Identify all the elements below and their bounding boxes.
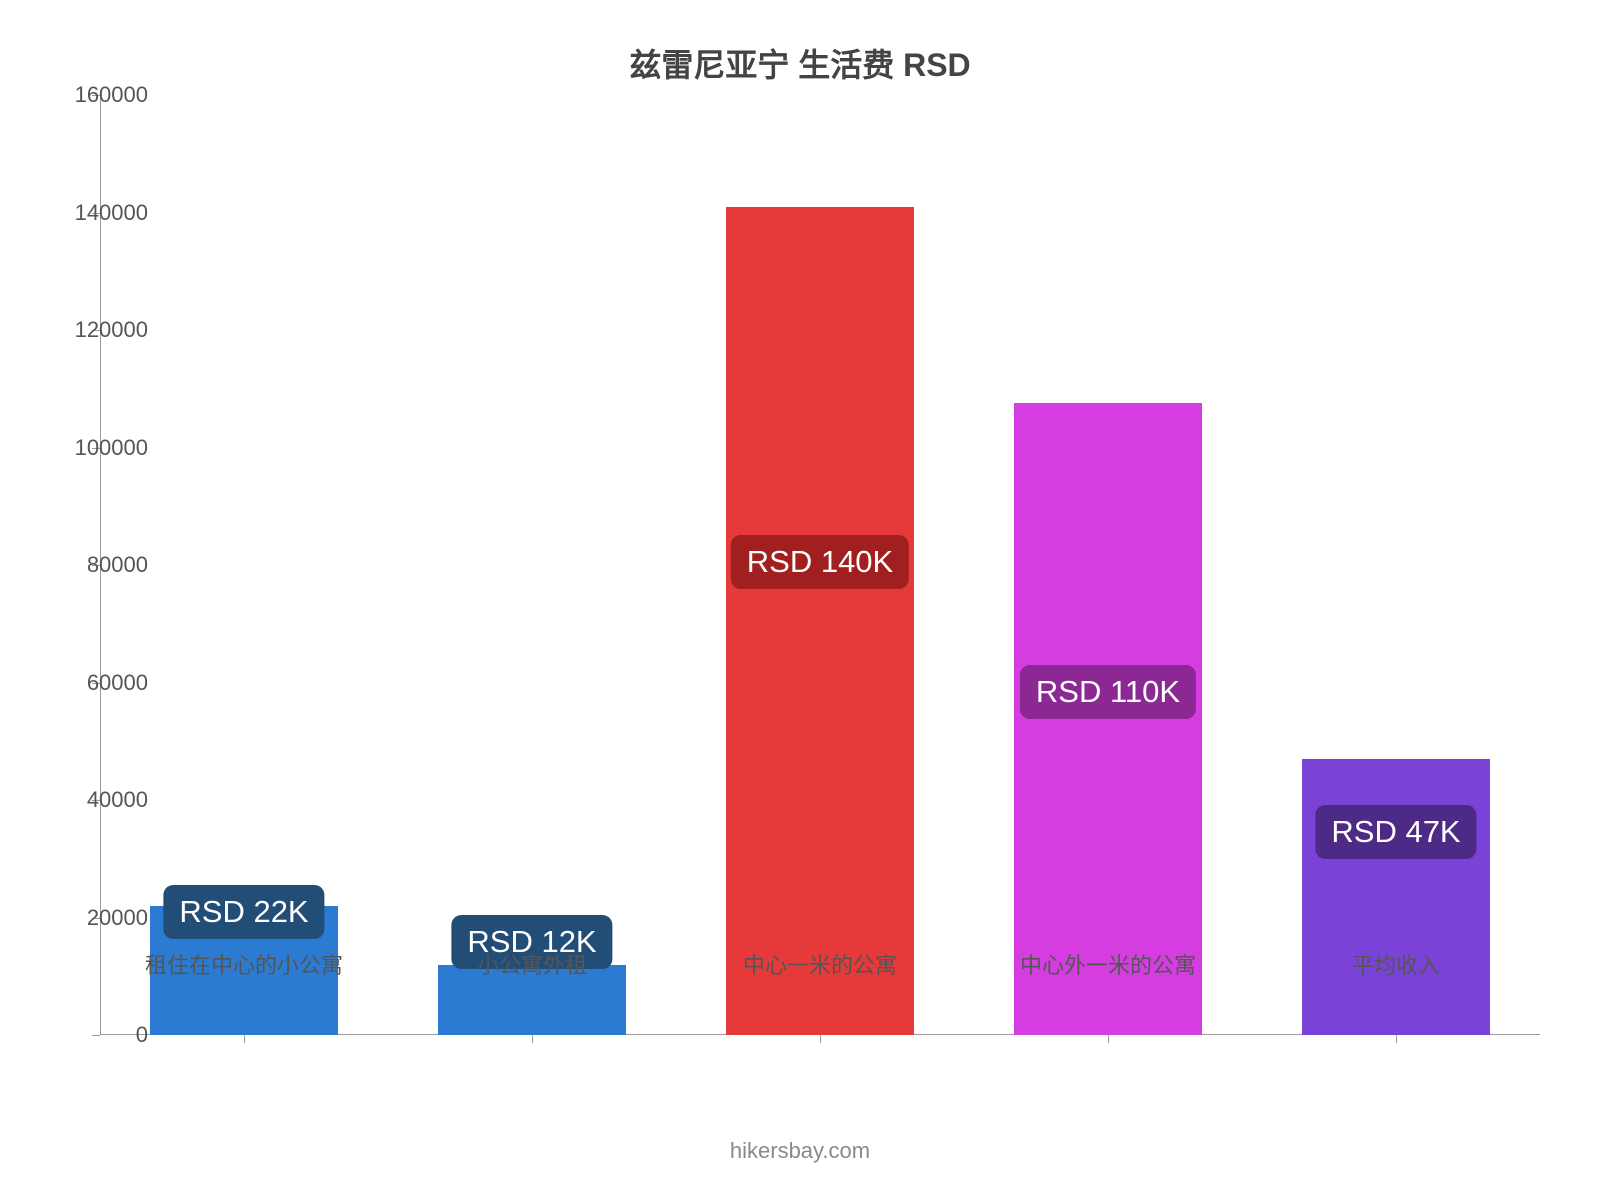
y-tick-label: 160000 bbox=[75, 82, 148, 108]
cost-of-living-chart: 兹雷尼亚宁 生活费 RSD RSD 22KRSD 12KRSD 140KRSD … bbox=[0, 0, 1600, 1200]
x-tick-label: 中心外一米的公寓 bbox=[1020, 948, 1196, 980]
x-tick-label: 平均收入 bbox=[1352, 948, 1440, 980]
x-tick bbox=[820, 1035, 821, 1043]
value-badge: RSD 140K bbox=[731, 535, 909, 589]
y-tick-label: 140000 bbox=[75, 200, 148, 226]
value-badge: RSD 22K bbox=[163, 885, 324, 939]
plot-area: RSD 22KRSD 12KRSD 140KRSD 110KRSD 47K bbox=[100, 95, 1540, 1035]
y-tick-label: 40000 bbox=[87, 787, 148, 813]
chart-title: 兹雷尼亚宁 生活费 RSD bbox=[0, 40, 1600, 86]
x-tick-label: 租住在中心的小公寓 bbox=[145, 948, 343, 980]
x-tick-label: 小公寓外租 bbox=[477, 948, 587, 980]
y-tick-label: 20000 bbox=[87, 905, 148, 931]
y-tick-label: 60000 bbox=[87, 670, 148, 696]
chart-footer: hikersbay.com bbox=[0, 1138, 1600, 1164]
y-tick-label: 80000 bbox=[87, 552, 148, 578]
bar bbox=[1014, 403, 1201, 1035]
x-tick bbox=[1108, 1035, 1109, 1043]
value-badge: RSD 110K bbox=[1020, 665, 1196, 719]
y-tick-label: 120000 bbox=[75, 317, 148, 343]
x-tick-label: 中心一米的公寓 bbox=[743, 948, 897, 980]
x-tick bbox=[244, 1035, 245, 1043]
x-tick bbox=[1396, 1035, 1397, 1043]
y-tick-label: 0 bbox=[136, 1022, 148, 1048]
y-tick bbox=[92, 1035, 100, 1036]
x-tick bbox=[532, 1035, 533, 1043]
bar bbox=[1302, 759, 1489, 1035]
value-badge: RSD 47K bbox=[1315, 805, 1476, 859]
bar bbox=[726, 207, 913, 1035]
y-tick-label: 100000 bbox=[75, 435, 148, 461]
